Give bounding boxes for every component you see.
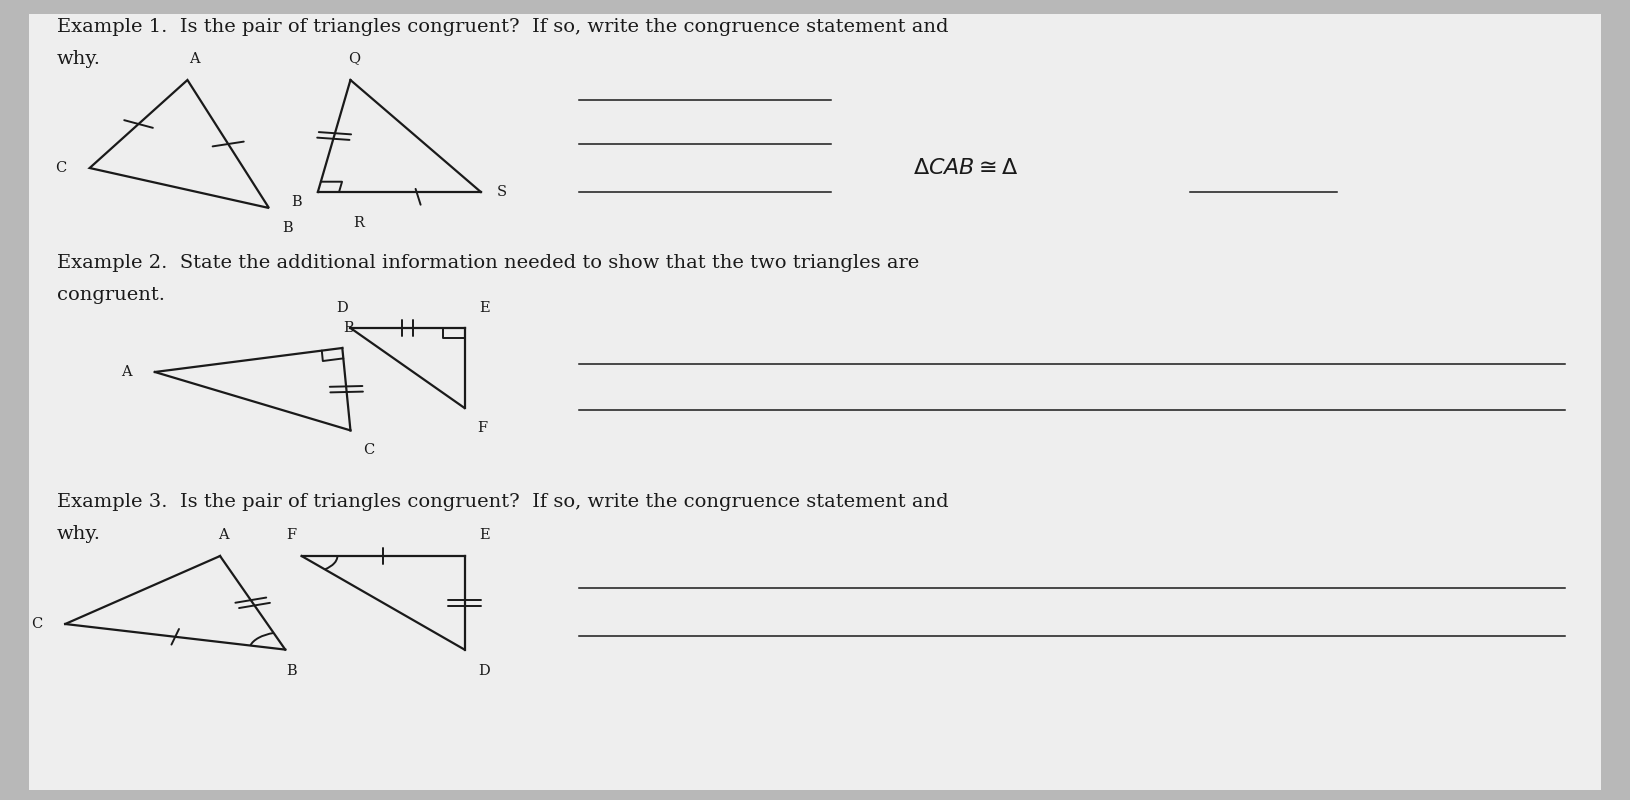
Text: Example 1.  Is the pair of triangles congruent?  If so, write the congruence sta: Example 1. Is the pair of triangles cong…	[57, 18, 949, 35]
Text: D: D	[336, 301, 349, 315]
Text: C: C	[55, 161, 67, 175]
Text: why.: why.	[57, 525, 101, 542]
Text: $\Delta CAB \cong \Delta$: $\Delta CAB \cong \Delta$	[913, 157, 1019, 179]
Text: B: B	[282, 221, 293, 235]
Text: Example 3.  Is the pair of triangles congruent?  If so, write the congruence sta: Example 3. Is the pair of triangles cong…	[57, 493, 949, 511]
Text: F: F	[287, 528, 297, 542]
Text: A: A	[121, 365, 132, 379]
Text: S: S	[497, 185, 507, 199]
Text: why.: why.	[57, 50, 101, 68]
Text: C: C	[31, 617, 42, 631]
Text: congruent.: congruent.	[57, 286, 165, 304]
Text: B: B	[290, 195, 302, 210]
Text: R: R	[354, 216, 363, 230]
Text: Q: Q	[347, 51, 360, 66]
Text: E: E	[479, 528, 489, 542]
Text: Example 2.  State the additional information needed to show that the two triangl: Example 2. State the additional informat…	[57, 254, 919, 272]
Text: C: C	[363, 443, 375, 457]
Text: A: A	[189, 51, 199, 66]
FancyBboxPatch shape	[29, 14, 1601, 790]
Text: D: D	[478, 664, 491, 678]
Text: B: B	[287, 664, 297, 678]
Text: B: B	[344, 322, 354, 335]
Text: E: E	[479, 301, 489, 315]
Text: A: A	[218, 528, 228, 542]
Text: F: F	[478, 421, 487, 435]
